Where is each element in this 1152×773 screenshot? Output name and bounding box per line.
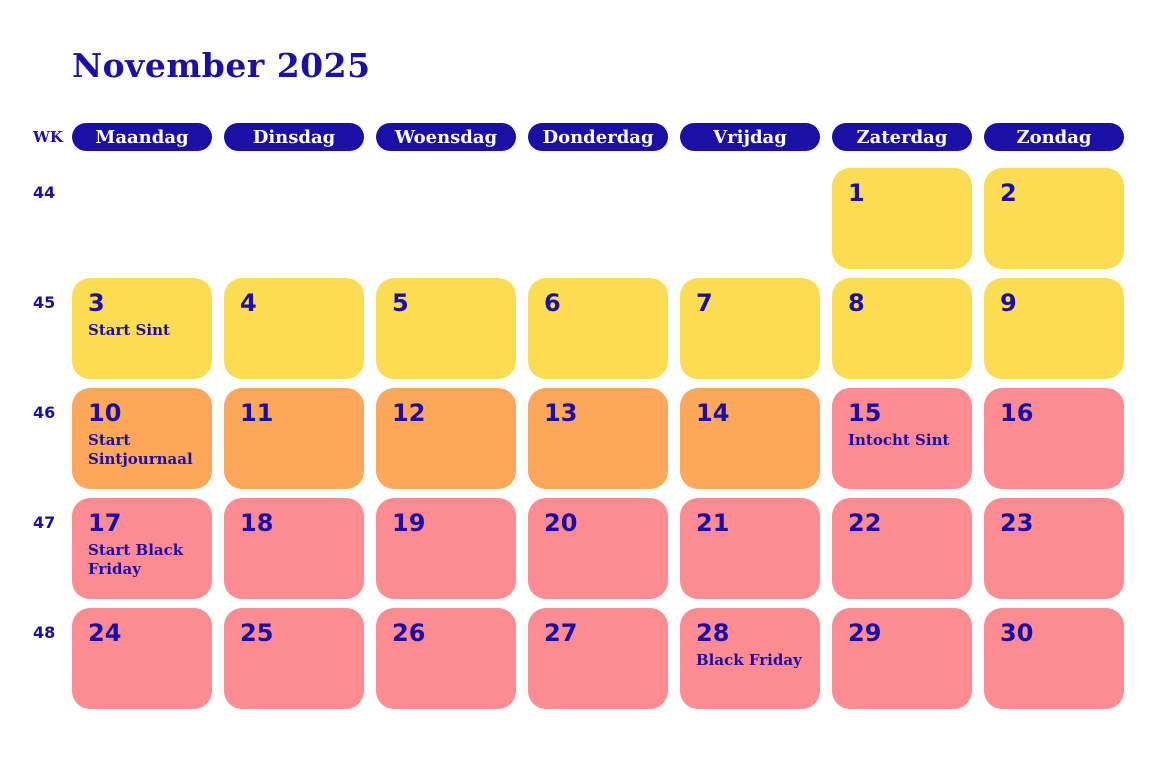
event-label: Intocht Sint — [848, 430, 950, 449]
day-number: 8 — [848, 289, 865, 317]
event-label: Start Sintjournaal — [88, 430, 193, 469]
day-cell-26[interactable]: 26 — [376, 608, 516, 709]
day-cell-4[interactable]: 4 — [224, 278, 364, 379]
week-number: 47 — [33, 513, 56, 532]
day-cell-24[interactable]: 24 — [72, 608, 212, 709]
day-cell-13[interactable]: 13 — [528, 388, 668, 489]
day-number: 29 — [848, 619, 882, 647]
day-number: 24 — [88, 619, 122, 647]
day-cell-1[interactable]: 1 — [832, 168, 972, 269]
day-cell-23[interactable]: 23 — [984, 498, 1124, 599]
day-cell-20[interactable]: 20 — [528, 498, 668, 599]
day-number: 10 — [88, 399, 122, 427]
day-cell-14[interactable]: 14 — [680, 388, 820, 489]
day-header-zaterdag: Zaterdag — [832, 123, 972, 151]
day-number: 6 — [544, 289, 561, 317]
day-number: 7 — [696, 289, 713, 317]
week-number: 44 — [33, 183, 56, 202]
day-number: 3 — [88, 289, 105, 317]
day-number: 20 — [544, 509, 578, 537]
week-number: 45 — [33, 293, 56, 312]
day-number: 16 — [1000, 399, 1034, 427]
day-cell-16[interactable]: 16 — [984, 388, 1124, 489]
week-row-45: 45 3 Start Sint 4 5 6 7 8 9 — [33, 278, 1124, 379]
day-number: 12 — [392, 399, 426, 427]
day-cell-29[interactable]: 29 — [832, 608, 972, 709]
day-cell-2[interactable]: 2 — [984, 168, 1124, 269]
calendar-title: November 2025 — [72, 46, 371, 85]
week-row-44: 44 1 2 — [33, 168, 1124, 269]
day-number: 9 — [1000, 289, 1017, 317]
event-label: Start Sint — [88, 320, 170, 339]
day-number: 23 — [1000, 509, 1034, 537]
day-cell-18[interactable]: 18 — [224, 498, 364, 599]
day-header-woensdag: Woensdag — [376, 123, 516, 151]
week-row-48: 48 24 25 26 27 28 Black Friday 29 30 — [33, 608, 1124, 709]
day-cell-3[interactable]: 3 Start Sint — [72, 278, 212, 379]
week-number: 48 — [33, 623, 56, 642]
day-number: 5 — [392, 289, 409, 317]
week-cells: 3 Start Sint 4 5 6 7 8 9 — [72, 278, 1124, 379]
day-cell-21[interactable]: 21 — [680, 498, 820, 599]
day-number: 11 — [240, 399, 274, 427]
day-cell-empty — [72, 168, 212, 269]
day-cell-5[interactable]: 5 — [376, 278, 516, 379]
week-column-header: WK — [33, 128, 63, 146]
day-cell-8[interactable]: 8 — [832, 278, 972, 379]
day-cell-empty — [224, 168, 364, 269]
day-number: 27 — [544, 619, 578, 647]
day-cell-7[interactable]: 7 — [680, 278, 820, 379]
week-cells: 24 25 26 27 28 Black Friday 29 30 — [72, 608, 1124, 709]
day-cell-30[interactable]: 30 — [984, 608, 1124, 709]
day-number: 28 — [696, 619, 730, 647]
day-number: 22 — [848, 509, 882, 537]
day-header-maandag: Maandag — [72, 123, 212, 151]
day-number: 15 — [848, 399, 882, 427]
day-cell-empty — [528, 168, 668, 269]
day-cell-19[interactable]: 19 — [376, 498, 516, 599]
day-number: 18 — [240, 509, 274, 537]
day-cell-10[interactable]: 10 Start Sintjournaal — [72, 388, 212, 489]
day-header-zondag: Zondag — [984, 123, 1124, 151]
day-number: 13 — [544, 399, 578, 427]
day-header-dinsdag: Dinsdag — [224, 123, 364, 151]
event-label: Black Friday — [696, 650, 802, 669]
day-headers: Maandag Dinsdag Woensdag Donderdag Vrijdag Za… — [72, 123, 1124, 151]
day-cell-11[interactable]: 11 — [224, 388, 364, 489]
day-number: 21 — [696, 509, 730, 537]
day-number: 2 — [1000, 179, 1017, 207]
week-cells: 10 Start Sintjournaal 11 12 13 14 15 Intocht Si… — [72, 388, 1124, 489]
day-number: 25 — [240, 619, 274, 647]
day-cell-22[interactable]: 22 — [832, 498, 972, 599]
day-number: 19 — [392, 509, 426, 537]
day-header-vrijdag: Vrijdag — [680, 123, 820, 151]
day-header-donderdag: Donderdag — [528, 123, 668, 151]
event-label: Start Black Friday — [88, 540, 184, 579]
day-cell-28[interactable]: 28 Black Friday — [680, 608, 820, 709]
week-number: 46 — [33, 403, 56, 422]
week-row-46: 46 10 Start Sintjournaal 11 12 13 14 15 Intocht … — [33, 388, 1124, 489]
day-number: 14 — [696, 399, 730, 427]
day-number: 4 — [240, 289, 257, 317]
day-cell-25[interactable]: 25 — [224, 608, 364, 709]
day-number: 30 — [1000, 619, 1034, 647]
day-cell-15[interactable]: 15 Intocht Sint — [832, 388, 972, 489]
day-number: 1 — [848, 179, 865, 207]
day-cell-6[interactable]: 6 — [528, 278, 668, 379]
calendar-header-row: WK Maandag Dinsdag Woensdag Donderdag Vrijda… — [33, 123, 1124, 151]
day-cell-9[interactable]: 9 — [984, 278, 1124, 379]
week-cells: 17 Start Black Friday 18 19 20 21 22 23 — [72, 498, 1124, 599]
day-number: 17 — [88, 509, 122, 537]
day-cell-12[interactable]: 12 — [376, 388, 516, 489]
weeks-grid: 44 1 2 45 3 Start Sint 4 5 6 7 8 9 46 10 Start Sintjou… — [33, 168, 1124, 709]
day-number: 26 — [392, 619, 426, 647]
week-row-47: 47 17 Start Black Friday 18 19 20 21 22 23 — [33, 498, 1124, 599]
day-cell-empty — [376, 168, 516, 269]
day-cell-17[interactable]: 17 Start Black Friday — [72, 498, 212, 599]
day-cell-27[interactable]: 27 — [528, 608, 668, 709]
day-cell-empty — [680, 168, 820, 269]
